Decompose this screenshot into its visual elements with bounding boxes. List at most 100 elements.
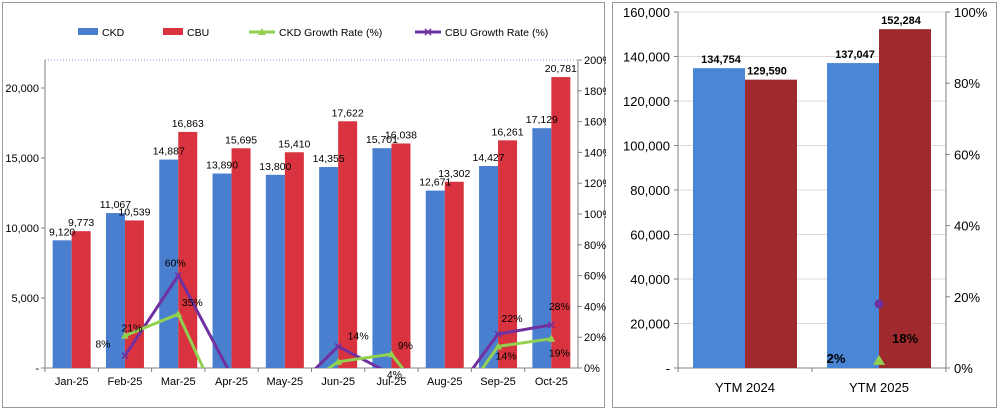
- x-tick-label: Apr-25: [215, 376, 248, 388]
- y-right-tick-label: 60%: [584, 271, 606, 283]
- monthly-chart: CKD CBU CKD Growth Rate (%) CBU Growth Rate…: [5, 27, 606, 388]
- y-right-tick-label: 180%: [584, 86, 606, 98]
- bar-cbu: [178, 131, 198, 368]
- x-tick-label: Jul-25: [376, 376, 406, 388]
- bar-ckd: [52, 240, 72, 368]
- y-left-tick-label: 100,000: [623, 139, 670, 154]
- data-label-cbu: 13,302: [438, 168, 470, 180]
- bar-cbu: [231, 148, 251, 368]
- data-label-ckd: 13,890: [206, 160, 238, 172]
- y-right-tick-label: 40%: [584, 301, 606, 313]
- bar-cbu: [338, 121, 358, 369]
- y-right-tick-label: 80%: [584, 240, 606, 252]
- cbu-growth-marker: [874, 299, 884, 309]
- legend-label: CBU Growth Rate (%): [445, 27, 548, 39]
- ckd-growth-marker: [174, 310, 183, 318]
- data-label-ckd: 14,887: [153, 146, 185, 158]
- x-tick-label: YTM 2025: [849, 380, 909, 395]
- bar-cbu: [498, 140, 518, 368]
- y-left-tick-label: 20,000: [5, 83, 39, 95]
- growth-label: 14%: [496, 350, 517, 362]
- x-tick-label: Oct-25: [535, 376, 568, 388]
- data-label-ckd: 134,754: [701, 54, 742, 66]
- data-label-cbu: 16,038: [385, 129, 417, 141]
- y-right-tick-label: 140%: [584, 147, 606, 159]
- ytm-chart-panel: - 20,000 40,000 60,000 80,000 100,000 120,000 1…: [612, 2, 997, 408]
- y-left-tick-label: 160,000: [623, 5, 670, 20]
- data-label-cbu: 10,539: [118, 206, 150, 218]
- ckd-growth-marker: [334, 357, 343, 365]
- legend-label: CKD: [102, 27, 125, 39]
- cbu-growth-marker: [547, 321, 555, 329]
- y-left-tick-label: 60,000: [630, 228, 670, 243]
- y-right-tick-label: 100%: [954, 5, 988, 20]
- growth-label: 60%: [165, 258, 186, 270]
- growth-label: 22%: [502, 313, 523, 325]
- data-label-ckd: 12,671: [419, 177, 451, 189]
- y-right-tick-label: 200%: [584, 55, 606, 67]
- y-right-tick-label: 20%: [584, 332, 606, 344]
- data-label-ckd: 11,067: [100, 199, 131, 211]
- bar-cbu: [444, 181, 464, 368]
- data-label-ckd: 15,701: [366, 134, 398, 146]
- y-left-tick-label: 5,000: [11, 293, 39, 305]
- data-label-ckd: 137,047: [835, 49, 875, 61]
- data-label-ckd: 9,120: [49, 226, 75, 238]
- data-label-cbu: 15,410: [278, 138, 310, 150]
- monthly-chart-panel: CKD CBU CKD Growth Rate (%) CBU Growth Rate…: [2, 2, 606, 408]
- data-label-cbu: 17,622: [332, 107, 364, 119]
- x-tick-label: Jan-25: [55, 376, 89, 388]
- data-label-ckd: 14,427: [472, 152, 504, 164]
- legend-swatch-cbu: [163, 28, 183, 35]
- ckd-growth-marker: [387, 350, 396, 358]
- y-left-tick-label: -: [35, 363, 39, 375]
- data-label-ckd: 14,355: [313, 153, 345, 165]
- data-label-cbu: 152,284: [881, 15, 922, 27]
- bar-cbu: [284, 152, 304, 368]
- bar-ckd: [319, 167, 339, 368]
- growth-label-ckd: 2%: [827, 351, 846, 366]
- y-right-tick-label: 60%: [954, 147, 980, 162]
- y-right-tick-label: 40%: [954, 219, 980, 234]
- y-left-tick-label: 120,000: [623, 94, 670, 109]
- y-left-tick-label: 140,000: [623, 50, 670, 65]
- ckd-growth-marker: [120, 331, 129, 339]
- ytm-chart: - 20,000 40,000 60,000 80,000 100,000 120,000 1…: [623, 5, 988, 395]
- y-left-tick-label: 80,000: [630, 183, 670, 198]
- legend-label: CKD Growth Rate (%): [279, 27, 382, 39]
- y-left-tick-label: 40,000: [630, 272, 670, 287]
- y-right-tick-label: 120%: [584, 178, 606, 190]
- growth-label-cbu: 18%: [892, 331, 918, 346]
- y-right-tick-label: 0%: [584, 363, 600, 375]
- bar-cbu: [391, 143, 411, 368]
- data-label-cbu: 20,781: [545, 63, 577, 75]
- bar-ckd: [212, 173, 232, 368]
- y-right-tick-label: 0%: [954, 361, 973, 376]
- y-left-tick-label: 10,000: [5, 223, 39, 235]
- x-tick-label: May-25: [267, 376, 304, 388]
- data-label-ckd: 17,129: [526, 114, 558, 126]
- legend-triangle-marker: [258, 28, 266, 35]
- bar-ckd: [105, 213, 125, 368]
- bar-cbu: [71, 231, 91, 368]
- bar-ckd: [425, 190, 445, 368]
- ckd-growth-marker: [494, 342, 503, 350]
- x-tick-label: Mar-25: [161, 376, 196, 388]
- bar-ckd: [532, 128, 552, 368]
- growth-label: 4%: [387, 369, 402, 381]
- bar-cbu: [745, 79, 797, 369]
- growth-label: 35%: [182, 297, 203, 309]
- data-label-cbu: 9,773: [68, 217, 94, 229]
- ckd-growth-marker: [547, 334, 556, 342]
- growth-label: 28%: [549, 301, 570, 313]
- cbu-growth-marker: [334, 342, 342, 350]
- x-tick-label: Sep-25: [480, 376, 515, 388]
- x-tick-label: Aug-25: [427, 376, 462, 388]
- growth-label: 9%: [398, 340, 413, 352]
- bar-cbu: [551, 77, 571, 368]
- bar-cbu: [879, 29, 931, 369]
- bar-ckd: [827, 63, 879, 368]
- data-label-cbu: 16,261: [491, 126, 523, 138]
- cbu-growth-marker: [121, 352, 129, 360]
- data-label-cbu: 16,863: [172, 118, 204, 130]
